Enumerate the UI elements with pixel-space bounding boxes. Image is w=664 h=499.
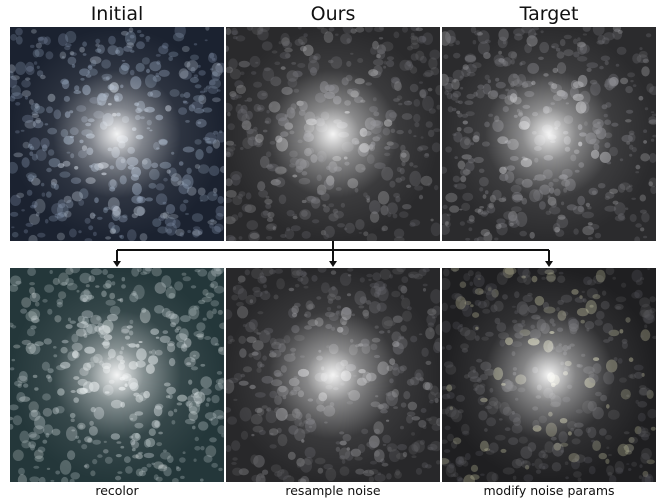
recolor-texture-image-canvas	[10, 268, 224, 482]
arrow-middle-head	[329, 261, 337, 267]
modify-noise-params-texture-image-canvas	[442, 268, 656, 482]
ours-texture-image	[226, 27, 440, 241]
header-initial: Initial	[90, 3, 144, 25]
caption-recolor: recolor	[95, 483, 139, 498]
light-glow	[10, 27, 224, 241]
header-target: Target	[519, 3, 579, 25]
caption-resample-noise: resample noise	[285, 483, 381, 498]
light-glow	[226, 268, 440, 482]
ours-texture-image-canvas	[226, 27, 440, 241]
modify-noise-params-texture-image	[442, 268, 656, 482]
arrow-left-head	[113, 261, 121, 267]
arrow-right-head	[545, 261, 553, 267]
light-glow	[226, 27, 440, 241]
light-glow	[442, 27, 656, 241]
target-texture-image-canvas	[442, 27, 656, 241]
light-glow	[442, 268, 656, 482]
light-glow	[10, 268, 224, 482]
target-texture-image	[442, 27, 656, 241]
header-ours: Ours	[310, 3, 356, 25]
recolor-texture-image	[10, 268, 224, 482]
resample-noise-texture-image	[226, 268, 440, 482]
initial-texture-image-canvas	[10, 27, 224, 241]
resample-noise-texture-image-canvas	[226, 268, 440, 482]
caption-modify-noise-params: modify noise params	[483, 483, 615, 498]
initial-texture-image	[10, 27, 224, 241]
